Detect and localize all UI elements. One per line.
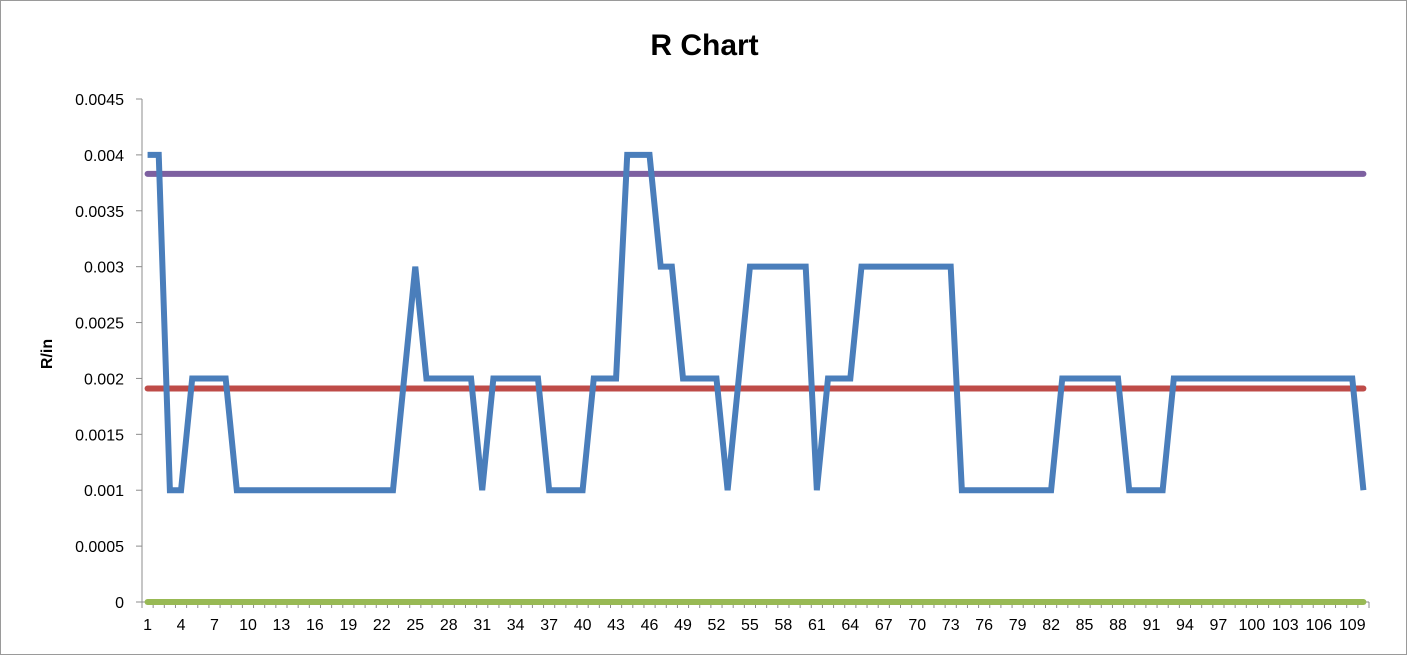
x-tick-label: 34 — [507, 617, 525, 634]
x-tick-label: 73 — [942, 617, 960, 634]
x-tick-label: 85 — [1076, 617, 1094, 634]
x-tick-label: 64 — [841, 617, 859, 634]
x-tick-label: 37 — [540, 617, 558, 634]
x-tick-label: 70 — [908, 617, 926, 634]
x-tick-label: 10 — [239, 617, 257, 634]
x-tick-label: 43 — [607, 617, 625, 634]
x-tick-label: 94 — [1176, 617, 1194, 634]
x-tick-label: 22 — [373, 617, 391, 634]
x-tick-label: 52 — [708, 617, 726, 634]
y-tick-label: 0.004 — [84, 148, 124, 165]
y-tick-label: 0.002 — [84, 371, 124, 388]
x-tick-label: 103 — [1272, 617, 1299, 634]
x-tick-label: 19 — [339, 617, 357, 634]
y-tick-label: 0.001 — [84, 483, 124, 500]
y-tick-label: 0.003 — [84, 260, 124, 277]
x-tick-label: 97 — [1210, 617, 1228, 634]
x-tick-label: 106 — [1305, 617, 1332, 634]
x-tick-label: 40 — [574, 617, 592, 634]
x-tick-label: 55 — [741, 617, 759, 634]
x-tick-label: 25 — [406, 617, 424, 634]
x-tick-label: 61 — [808, 617, 826, 634]
x-tick-label: 76 — [975, 617, 993, 634]
x-tick-label: 67 — [875, 617, 893, 634]
y-tick-label: 0.0015 — [75, 427, 124, 444]
y-tick-label: 0.0025 — [75, 316, 124, 333]
y-tick-label: 0.0045 — [75, 92, 124, 109]
chart-title: R Chart — [650, 29, 759, 62]
y-tick-label: 0.0035 — [75, 204, 124, 221]
x-tick-label: 16 — [306, 617, 324, 634]
x-tick-label: 100 — [1239, 617, 1266, 634]
x-tick-label: 82 — [1042, 617, 1060, 634]
x-tick-label: 46 — [641, 617, 659, 634]
x-tick-label: 88 — [1109, 617, 1127, 634]
x-tick-label: 58 — [774, 617, 792, 634]
x-tick-label: 49 — [674, 617, 692, 634]
x-tick-label: 7 — [210, 617, 219, 634]
x-tick-label: 13 — [273, 617, 291, 634]
range-series-line — [147, 151, 1367, 494]
x-tick-label: 4 — [177, 617, 186, 634]
x-tick-label: 1 — [143, 617, 152, 634]
x-tick-label: 31 — [473, 617, 491, 634]
x-tick-label: 91 — [1143, 617, 1161, 634]
y-tick-label: 0 — [115, 595, 124, 612]
x-tick-label: 28 — [440, 617, 458, 634]
x-tick-label: 79 — [1009, 617, 1027, 634]
y-tick-label: 0.0005 — [75, 539, 124, 556]
x-tick-label: 109 — [1339, 617, 1366, 634]
